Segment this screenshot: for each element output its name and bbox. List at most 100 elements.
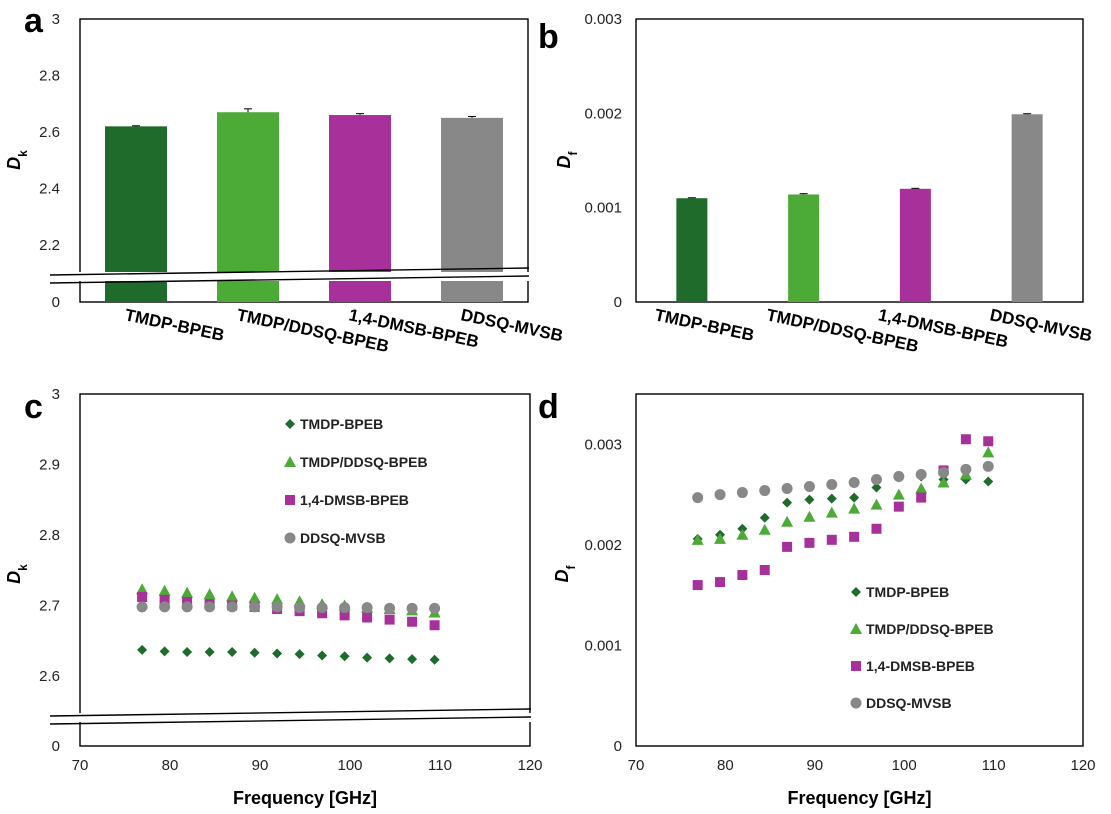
- y-tick-label: 0: [614, 738, 622, 755]
- circle-marker: [271, 601, 283, 613]
- plot-frame: [79, 393, 531, 747]
- y-tick-label: 2.8: [39, 527, 60, 544]
- square-marker: [362, 612, 373, 623]
- diamond-marker: [249, 647, 260, 658]
- diamond-marker: [384, 653, 395, 664]
- triangle-marker: [781, 515, 794, 527]
- y-tick-label: 0.002: [584, 105, 622, 122]
- circle-marker: [316, 602, 328, 614]
- y-axis-label: Dk: [4, 150, 30, 170]
- y-axis-label-sub: f: [564, 565, 578, 570]
- x-tick-label: 110: [982, 757, 1006, 774]
- circle-marker: [915, 468, 927, 480]
- y-axis-label-main: D: [552, 570, 572, 583]
- y-tick-label: 0.001: [584, 200, 622, 217]
- triangle-marker: [982, 446, 995, 458]
- y-axis-label: Df: [552, 565, 578, 583]
- legend-entry: 1,4-DMSB-BPEB: [866, 658, 975, 674]
- diamond-marker: [362, 652, 373, 663]
- diamond-marker: [339, 651, 350, 662]
- y-axis-label-main: D: [4, 157, 24, 170]
- legend-entry: DDSQ-MVSB: [300, 530, 386, 546]
- square-marker: [826, 534, 837, 545]
- circle-marker: [294, 602, 306, 614]
- plot-frame: [635, 18, 1084, 303]
- square-marker: [339, 610, 350, 621]
- circle-marker: [803, 481, 815, 493]
- triangle-marker: [892, 488, 905, 500]
- x-tick-label: 100: [337, 757, 362, 774]
- x-tick-label: 100: [892, 757, 917, 774]
- legend-entry: TMDP-BPEB: [300, 416, 383, 432]
- x-tick-label: 120: [517, 757, 542, 774]
- square-marker: [692, 580, 703, 591]
- plot-frame: [635, 393, 1084, 747]
- axis-break-line: [49, 267, 530, 276]
- y-tick-label: 0.003: [584, 11, 622, 28]
- circle-marker: [938, 466, 950, 478]
- diamond-marker: [407, 654, 418, 665]
- square-marker: [871, 523, 882, 534]
- square-marker: [983, 436, 994, 447]
- bar: [217, 112, 279, 302]
- circle-marker: [406, 602, 418, 614]
- square-marker: [851, 661, 861, 671]
- panel-letter: d: [538, 388, 559, 426]
- square-marker: [137, 592, 148, 603]
- square-marker: [317, 608, 328, 619]
- y-axis-label-sub: k: [16, 150, 30, 157]
- diamond-marker: [204, 647, 215, 658]
- x-tick-label: 110: [428, 757, 452, 774]
- y-tick-label: 0: [52, 294, 60, 311]
- circle-marker: [284, 532, 296, 544]
- bar: [441, 117, 503, 302]
- circle-marker: [692, 492, 704, 504]
- x-tick-label: 90: [806, 757, 823, 774]
- circle-marker: [714, 489, 726, 501]
- triangle-marker: [181, 586, 194, 598]
- diamond-marker: [294, 649, 305, 660]
- triangle-marker: [758, 523, 771, 535]
- y-axis-label: Df: [554, 151, 580, 169]
- panel-c: 70 80 90 100 110 120 Frequency [GHz] 0 2.6 2.7 2.8…: [4, 386, 543, 808]
- x-tick-label: 120: [1070, 757, 1095, 774]
- bar: [1011, 114, 1043, 302]
- triangle-marker: [870, 498, 883, 510]
- square-marker: [782, 541, 793, 552]
- diamond-marker: [137, 644, 148, 655]
- plot-frame: [79, 18, 529, 303]
- legend-entry: 1,4-DMSB-BPEB: [300, 492, 409, 508]
- diamond-marker: [285, 419, 295, 429]
- y-tick-label: 0.001: [584, 637, 622, 654]
- circle-marker: [982, 460, 994, 472]
- square-marker: [285, 495, 295, 505]
- y-tick-label: 2.6: [39, 124, 60, 141]
- circle-marker: [736, 487, 748, 499]
- legend-entry: TMDP/DDSQ-BPEB: [300, 454, 428, 470]
- circle-marker: [960, 463, 972, 475]
- triangle-marker: [271, 593, 284, 605]
- square-marker: [737, 570, 748, 581]
- square-marker: [916, 492, 927, 503]
- x-tick-label: 80: [717, 757, 734, 774]
- x-tick-label: 80: [162, 757, 179, 774]
- triangle-marker: [136, 583, 149, 595]
- triangle-marker: [691, 533, 704, 545]
- triangle-marker: [848, 502, 861, 514]
- triangle-marker: [203, 588, 216, 600]
- axis-break-line: [49, 275, 530, 284]
- panel-letter: a: [24, 2, 44, 40]
- y-tick-label: 2.6: [39, 668, 60, 685]
- y-tick-label: 2.2: [39, 237, 60, 254]
- circle-marker: [136, 601, 148, 613]
- square-marker: [715, 577, 726, 588]
- triangle-marker: [226, 590, 239, 602]
- y-axis-label-sub: k: [16, 564, 30, 571]
- square-marker: [759, 565, 770, 575]
- diamond-marker: [782, 497, 793, 508]
- circle-marker: [850, 697, 862, 709]
- diamond-marker: [871, 482, 882, 493]
- x-tick-label: 70: [628, 757, 645, 774]
